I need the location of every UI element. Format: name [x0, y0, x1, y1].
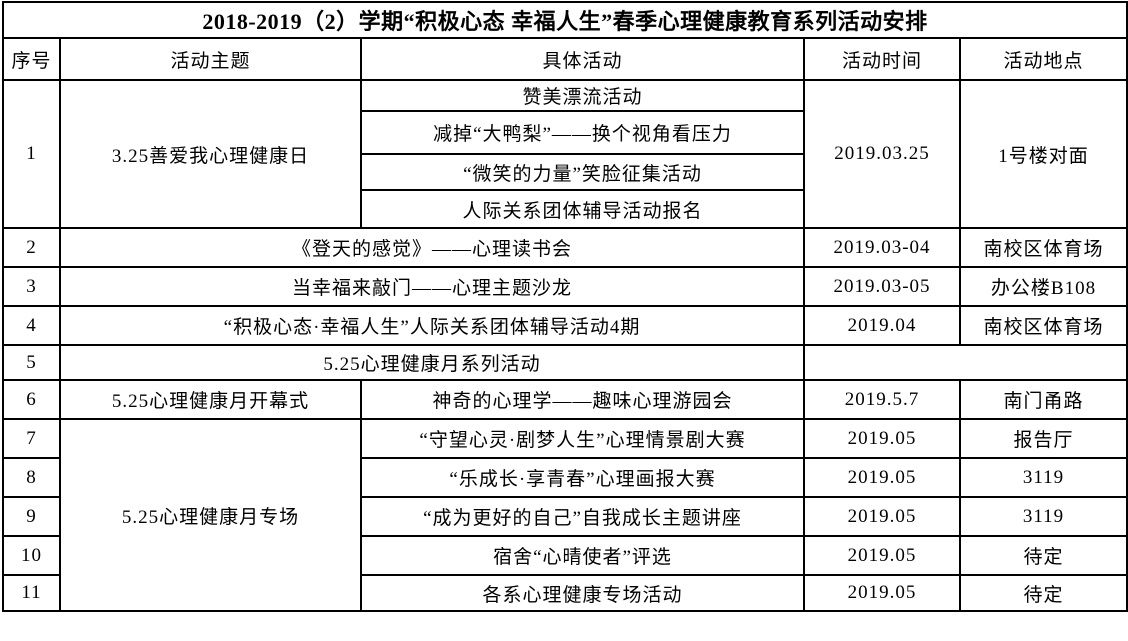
cell-no: 10 — [2, 535, 61, 576]
table-title: 2018-2019（2）学期“积极心态 幸福人生”春季心理健康教育系列活动安排 — [1, 1, 1128, 39]
column-header-activity: 具体活动 — [360, 37, 805, 81]
cell-activity: 各系心理健康专场活动 — [360, 574, 805, 612]
table-title-row: 2018-2019（2）学期“积极心态 幸福人生”春季心理健康教育系列活动安排 — [1, 1, 1128, 39]
cell-theme: 5.25心理健康月专场 — [59, 418, 362, 612]
activity-schedule-table: 2018-2019（2）学期“积极心态 幸福人生”春季心理健康教育系列活动安排 … — [1, 1, 1128, 612]
cell-no: 4 — [2, 305, 61, 346]
cell-place: 办公楼B108 — [958, 266, 1128, 307]
cell-activity: “成为更好的自己”自我成长主题讲座 — [360, 496, 805, 537]
cell-no: 2 — [2, 227, 61, 268]
table-row: “微笑的力量”笑脸征集活动 — [3, 153, 1127, 191]
cell-place: 1号楼对面 — [958, 79, 1128, 229]
table-row: 2 《登天的感觉》——心理读书会 2019.03-04 南校区体育场 — [2, 227, 1128, 268]
table-row: 8 “乐成长·享青春”心理画报大赛 2019.05 3119 — [2, 457, 1128, 498]
cell-place: 3119 — [958, 496, 1128, 537]
cell-time: 2019.05 — [803, 574, 961, 612]
cell-no: 6 — [2, 379, 61, 420]
cell-place: 3119 — [958, 457, 1128, 498]
cell-time-place-empty — [802, 344, 1128, 381]
cell-theme: 5.25心理健康月系列活动 — [59, 344, 805, 381]
cell-place: 南校区体育场 — [958, 305, 1128, 346]
cell-place: 待定 — [958, 574, 1128, 612]
table-row: 4 “积极心态·幸福人生”人际关系团体辅导活动4期 2019.04 南校区体育场 — [2, 305, 1128, 346]
cell-no: 3 — [2, 266, 61, 307]
cell-place: 待定 — [958, 535, 1128, 576]
cell-activity: 神奇的心理学——趣味心理游园会 — [360, 379, 805, 420]
table-row: 5 5.25心理健康月系列活动 — [2, 344, 1128, 381]
cell-activity: 宿舍“心晴使者”评选 — [360, 535, 805, 576]
column-header-theme: 活动主题 — [59, 37, 362, 81]
table-row: 1 3.25善爱我心理健康日 赞美漂流活动 2019.03.25 1号楼对面 — [2, 79, 1128, 229]
cell-no: 1 — [2, 79, 61, 229]
cell-place: 南校区体育场 — [958, 227, 1128, 268]
table-row: 11 各系心理健康专场活动 2019.05 待定 — [2, 574, 1128, 612]
cell-time: 2019.05 — [803, 457, 961, 498]
table-row: 10 宿舍“心晴使者”评选 2019.05 待定 — [2, 535, 1128, 576]
cell-time: 2019.03-05 — [803, 266, 961, 307]
cell-no: 5 — [2, 344, 61, 381]
column-header-no: 序号 — [2, 37, 61, 81]
cell-activity: 人际关系团体辅导活动报名 — [360, 189, 805, 229]
cell-theme: 5.25心理健康月开幕式 — [59, 379, 362, 420]
table-row: 9 “成为更好的自己”自我成长主题讲座 2019.05 3119 — [2, 496, 1128, 537]
cell-time: 2019.05 — [803, 418, 961, 459]
cell-activity: 赞美漂流活动 — [360, 79, 805, 112]
cell-time: 2019.05 — [803, 535, 961, 576]
cell-activity: 减掉“大鸭梨”——换个视角看压力 — [360, 110, 805, 155]
table-row: 6 5.25心理健康月开幕式 神奇的心理学——趣味心理游园会 2019.5.7 … — [2, 379, 1128, 420]
cell-no: 7 — [2, 418, 61, 459]
table-row: 人际关系团体辅导活动报名 — [3, 189, 1127, 229]
column-header-time: 活动时间 — [803, 37, 961, 81]
cell-activity: “乐成长·享青春”心理画报大赛 — [360, 457, 805, 498]
table-row: 7 5.25心理健康月专场 “守望心灵·剧梦人生”心理情景剧大赛 2019.05… — [2, 418, 1128, 612]
cell-no: 8 — [2, 457, 61, 498]
table-header-row: 序号 活动主题 具体活动 活动时间 活动地点 — [2, 37, 1128, 81]
cell-theme: “积极心态·幸福人生”人际关系团体辅导活动4期 — [59, 305, 805, 346]
cell-theme: 《登天的感觉》——心理读书会 — [59, 227, 805, 268]
cell-place: 南门甬路 — [958, 379, 1128, 420]
cell-no: 11 — [2, 574, 61, 612]
table-row: 减掉“大鸭梨”——换个视角看压力 — [3, 110, 1127, 155]
cell-theme: 3.25善爱我心理健康日 — [59, 79, 362, 229]
table-row: 3 当幸福来敲门——心理主题沙龙 2019.03-05 办公楼B108 — [2, 266, 1128, 307]
cell-time: 2019.03-04 — [803, 227, 961, 268]
column-header-place: 活动地点 — [958, 37, 1128, 81]
cell-time: 2019.03.25 — [803, 79, 961, 229]
cell-activity: “微笑的力量”笑脸征集活动 — [360, 153, 805, 191]
cell-no: 9 — [2, 496, 61, 537]
cell-time: 2019.04 — [803, 305, 961, 346]
cell-place: 报告厅 — [958, 418, 1128, 459]
cell-time: 2019.05 — [803, 496, 961, 537]
cell-time: 2019.5.7 — [803, 379, 961, 420]
cell-theme: 当幸福来敲门——心理主题沙龙 — [59, 266, 805, 307]
cell-activity: “守望心灵·剧梦人生”心理情景剧大赛 — [360, 418, 805, 459]
